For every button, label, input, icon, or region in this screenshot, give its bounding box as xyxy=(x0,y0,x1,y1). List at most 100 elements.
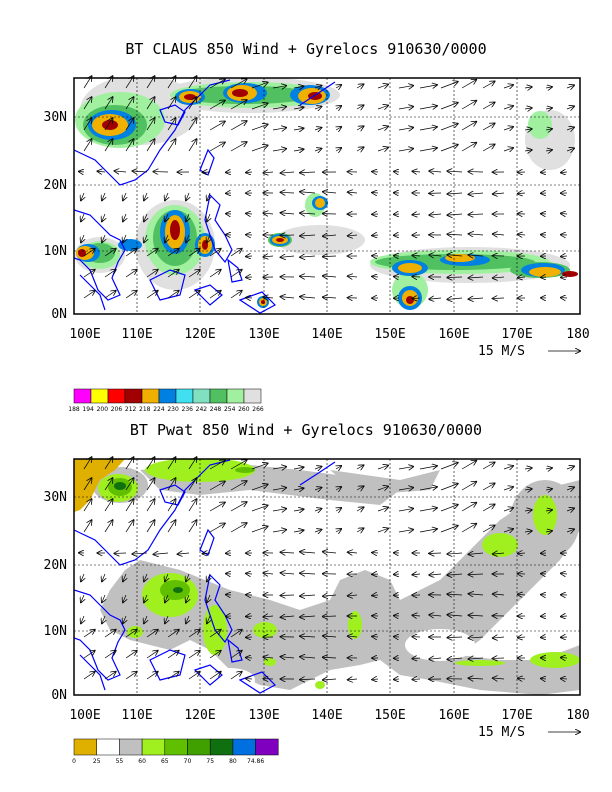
wind-vector-icon xyxy=(102,213,105,221)
wind-vector-icon xyxy=(447,615,463,616)
wind-vector-icon xyxy=(493,298,505,299)
wind-vector-icon xyxy=(209,142,225,152)
wind-vector-icon xyxy=(81,594,84,602)
wind-vector-icon xyxy=(469,615,484,616)
wind-vector-icon xyxy=(209,651,221,659)
wind-vector-icon xyxy=(440,505,458,512)
wind-vector-icon xyxy=(412,214,421,215)
wind-vector-icon xyxy=(429,298,442,299)
wind-vector-icon xyxy=(281,297,295,298)
x-tick-label: 180 xyxy=(566,708,589,723)
wind-vector-icon xyxy=(482,81,495,89)
wind-vector-icon xyxy=(419,106,437,109)
wind-vector-icon xyxy=(165,213,168,221)
wind-vector-icon xyxy=(323,297,337,298)
wind-vector-icon xyxy=(323,552,337,553)
wind-vector-icon xyxy=(429,214,442,215)
panel1-frame xyxy=(73,77,581,315)
wind-vector-icon xyxy=(167,520,176,533)
wind-vector-icon xyxy=(263,256,274,257)
colorbar-swatch xyxy=(96,738,120,756)
wind-vector-icon xyxy=(246,213,253,214)
wind-vector-icon xyxy=(125,672,137,680)
wind-vector-icon xyxy=(461,122,476,131)
colorbar-swatch xyxy=(209,738,234,756)
wind-vector-icon xyxy=(186,234,189,242)
wind-vector-icon xyxy=(482,102,495,110)
wind-vector-icon xyxy=(566,148,574,151)
wind-vector-icon xyxy=(482,144,495,152)
wind-vector-icon xyxy=(125,249,137,257)
y-tick-label: 0N xyxy=(51,307,67,322)
wind-vector-icon xyxy=(323,256,337,257)
colorbar-label: 260 xyxy=(238,406,250,413)
wind-vector-icon xyxy=(146,520,155,533)
wind-vector-icon xyxy=(419,508,437,511)
wind-vector-icon xyxy=(300,276,316,277)
wind-vector-icon xyxy=(348,636,358,637)
wind-vector-icon xyxy=(146,630,158,638)
colorbar-swatch xyxy=(226,388,245,404)
wind-vector-icon xyxy=(293,530,304,532)
wind-vector-icon xyxy=(524,531,532,532)
wind-vector-icon xyxy=(83,520,92,533)
wind-vector-icon xyxy=(230,291,242,299)
wind-vector-icon xyxy=(165,234,168,242)
colorbar-label: 266 xyxy=(252,406,264,413)
wind-vector-icon xyxy=(263,573,274,574)
wind-vector-icon xyxy=(356,84,363,88)
wind-vector-icon xyxy=(188,520,197,533)
wind-vector-icon xyxy=(469,553,484,554)
wind-vector-icon xyxy=(230,142,247,152)
wind-vector-icon xyxy=(356,465,363,469)
wind-vector-icon xyxy=(561,213,568,214)
wind-vector-icon xyxy=(398,128,413,130)
wind-vector-icon xyxy=(251,82,268,89)
wind-vector-icon xyxy=(263,616,274,617)
wind-vector-icon xyxy=(518,193,526,194)
wind-vector-icon xyxy=(281,595,295,596)
wind-vector-icon xyxy=(377,465,388,469)
wind-vector-icon xyxy=(272,467,286,469)
wind-vector-icon xyxy=(246,616,253,617)
wind-vector-icon xyxy=(323,276,337,277)
wind-vector-icon xyxy=(167,499,176,512)
colorbar-label: 60 xyxy=(138,758,146,765)
wind-vector-icon xyxy=(356,528,363,532)
wind-vector-icon xyxy=(323,595,337,596)
wind-vector-icon xyxy=(561,172,568,173)
wind-vector-icon xyxy=(263,172,274,173)
wind-vector-icon xyxy=(524,510,532,511)
wind-vector-icon xyxy=(469,277,484,278)
wind-vector-icon xyxy=(336,127,341,130)
wind-vector-icon xyxy=(207,594,210,602)
wind-vector-icon xyxy=(419,127,437,130)
wind-vector-icon xyxy=(419,148,437,151)
wind-vector-icon xyxy=(398,488,413,490)
wind-vector-icon xyxy=(251,124,268,131)
wind-vector-icon xyxy=(144,192,147,200)
wind-vector-icon xyxy=(482,525,495,533)
wind-vector-icon xyxy=(447,658,463,659)
wind-vector-icon xyxy=(144,234,147,242)
wind-vector-icon xyxy=(132,171,148,172)
panel1-axis-labels: 100E 110E 120E 130E 140E 150E 160E 170E … xyxy=(44,110,590,342)
x-tick-label: 130E xyxy=(248,708,279,723)
wind-vector-icon xyxy=(281,172,295,173)
wind-vector-icon xyxy=(412,574,421,575)
wind-vector-icon xyxy=(293,86,304,88)
panel2-vector-scale: 15 M/S xyxy=(478,725,580,740)
wind-vector-icon xyxy=(412,615,421,616)
wind-vector-icon xyxy=(398,86,413,88)
colorbar-label: 55 xyxy=(116,758,124,765)
wind-vector-icon xyxy=(230,651,242,659)
wind-vector-icon xyxy=(83,651,95,659)
wind-vector-icon xyxy=(419,487,437,490)
wind-vector-icon xyxy=(102,234,105,242)
wind-vector-icon xyxy=(493,277,505,278)
wind-vector-icon xyxy=(83,97,92,110)
wind-vector-icon xyxy=(281,573,295,574)
colorbar-swatch xyxy=(141,738,166,756)
wind-vector-icon xyxy=(518,637,526,638)
colorbar-swatch xyxy=(124,388,143,404)
